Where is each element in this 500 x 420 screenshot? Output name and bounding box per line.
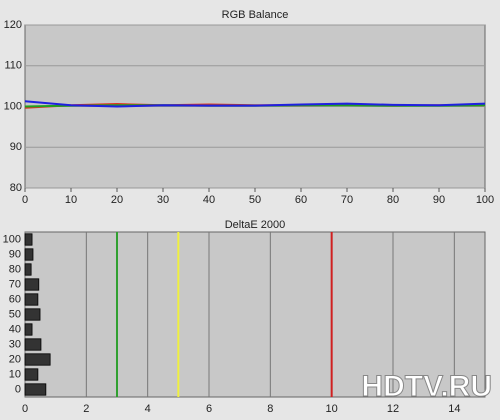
bar [24,293,39,306]
y-tick-label: 20 [9,353,21,365]
y-tick-label: 110 [4,60,22,72]
plot-area [24,231,486,398]
bar [24,308,41,321]
x-tick-label: 0 [22,403,28,415]
y-tick-label: 80 [9,263,21,275]
series-line [24,100,486,108]
bar [24,353,51,366]
bar [24,383,47,396]
bar [24,338,42,351]
y-tick-label: 50 [9,308,21,320]
x-tick-label: 50 [249,194,261,206]
x-tick-label: 40 [203,194,215,206]
x-tick-label: 30 [157,194,169,206]
x-tick-label: 6 [206,403,212,415]
bar [24,368,39,381]
y-tick-label: 100 [3,233,21,245]
x-tick-label: 8 [267,403,273,415]
x-tick-label: 12 [387,403,399,415]
y-tick-label: 0 [15,383,21,395]
x-tick-label: 4 [145,403,151,415]
watermark: HDTV.RU [361,370,492,403]
x-tick-label: 14 [448,403,460,415]
x-tick-label: 10 [326,403,338,415]
y-tick-label: 10 [9,368,21,380]
x-tick-label: 60 [295,194,307,206]
x-tick-label: 20 [111,194,123,206]
x-tick-label: 0 [22,194,28,206]
bar [24,323,33,336]
x-tick-label: 90 [433,194,445,206]
bar [24,263,32,276]
y-tick-label: 70 [9,278,21,290]
x-tick-label: 100 [476,194,494,206]
x-tick-label: 80 [387,194,399,206]
x-tick-label: 2 [83,403,89,415]
y-tick-label: 90 [9,248,21,260]
bar [24,248,34,261]
y-tick-label: 40 [9,323,21,335]
y-tick-label: 30 [9,338,21,350]
y-tick-label: 100 [4,100,22,112]
x-tick-label: 70 [341,194,353,206]
chart-title: DeltaE 2000 [225,219,286,231]
bar [24,278,40,291]
bar [24,233,33,246]
y-tick-label: 60 [9,293,21,305]
chart-title: RGB Balance [222,9,289,21]
y-tick-label: 120 [4,19,22,31]
x-tick-label: 10 [65,194,77,206]
y-tick-label: 80 [10,182,22,194]
y-tick-label: 90 [10,141,22,153]
